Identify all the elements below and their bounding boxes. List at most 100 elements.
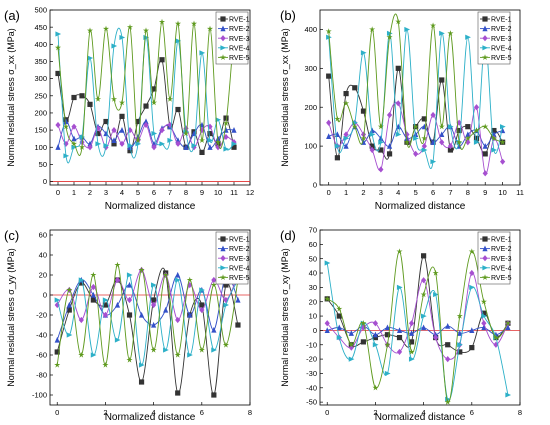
data-point-rve-3 — [439, 139, 445, 146]
data-point-rve-2 — [386, 143, 393, 149]
data-point-rve-1 — [445, 342, 451, 348]
data-point-rve-4 — [430, 159, 437, 165]
data-point-rve-5 — [395, 18, 402, 25]
data-point-rve-4 — [207, 137, 214, 143]
data-point-rve-1 — [223, 115, 229, 121]
data-point-rve-5 — [351, 123, 358, 130]
legend-marker — [481, 54, 489, 60]
data-point-rve-4 — [90, 352, 97, 358]
data-point-rve-4 — [408, 356, 415, 362]
data-point-rve-5 — [86, 27, 94, 34]
data-point-rve-1 — [231, 144, 237, 150]
data-point-rve-2 — [457, 330, 463, 336]
data-point-rve-4 — [334, 143, 341, 149]
data-point-rve-4 — [348, 356, 355, 362]
y-tick-label: 70 — [309, 226, 317, 235]
y-tick-label: 200 — [304, 103, 317, 112]
data-point-rve-4 — [126, 272, 133, 278]
series-line-rve-3 — [56, 269, 239, 321]
legend-marker — [219, 54, 227, 60]
data-point-rve-5 — [456, 312, 463, 319]
data-point-rve-1 — [396, 334, 403, 341]
data-point-rve-4 — [199, 50, 206, 56]
data-point-rve-5 — [504, 320, 511, 326]
data-point-rve-5 — [118, 99, 126, 106]
data-point-rve-4 — [469, 284, 475, 290]
data-point-rve-4 — [372, 342, 379, 348]
x-tick-label: 4 — [422, 408, 426, 417]
x-axis-label: Normalized distance — [105, 412, 196, 423]
data-point-rve-1 — [223, 282, 229, 288]
data-point-rve-2 — [119, 126, 125, 133]
data-point-rve-4 — [191, 142, 198, 149]
data-point-rve-4 — [433, 291, 439, 298]
data-point-rve-2 — [439, 131, 445, 138]
data-point-rve-2 — [326, 133, 332, 139]
legend-entry-rve-5: RVE-5 — [229, 275, 250, 282]
data-point-rve-1 — [360, 339, 366, 345]
series-line-rve-4 — [56, 274, 239, 366]
data-point-rve-5 — [343, 100, 350, 106]
legend-entry-rve-4: RVE-4 — [491, 45, 512, 52]
data-point-rve-4 — [167, 137, 174, 143]
y-tick-label: -20 — [306, 355, 317, 364]
data-point-rve-1 — [384, 332, 391, 338]
data-point-rve-5 — [90, 271, 97, 278]
data-point-rve-5 — [114, 261, 121, 268]
series-line-rve-3 — [326, 272, 509, 360]
data-point-rve-3 — [421, 143, 427, 150]
data-point-rve-5 — [66, 286, 73, 293]
data-point-rve-5 — [492, 334, 499, 341]
data-point-rve-3 — [127, 126, 133, 134]
legend-marker — [220, 45, 227, 51]
legend-entry-rve-2: RVE-2 — [229, 26, 250, 33]
y-tick-label: -100 — [32, 391, 47, 400]
data-point-rve-4 — [324, 260, 331, 266]
data-point-rve-2 — [433, 331, 439, 338]
y-axis-label: Normal residual stress σ_xx (MPa) — [280, 28, 290, 167]
panel-label: (d) — [280, 228, 296, 243]
data-point-rve-3 — [223, 133, 229, 141]
legend: RVE-1 RVE-2 RVE-3 RVE-4 RVE-5 — [215, 11, 250, 65]
data-point-rve-3 — [159, 126, 165, 134]
data-point-rve-1 — [439, 77, 445, 83]
data-point-rve-1 — [151, 86, 157, 92]
data-point-rve-5 — [430, 22, 437, 29]
data-point-rve-1 — [159, 57, 165, 63]
data-point-rve-1 — [378, 147, 384, 153]
data-point-rve-5 — [174, 20, 182, 27]
data-point-rve-2 — [372, 331, 379, 338]
data-point-rve-1 — [119, 113, 125, 119]
data-point-rve-4 — [135, 141, 142, 147]
legend-marker — [220, 265, 227, 271]
x-tick-label: 0 — [55, 408, 59, 417]
data-point-rve-1 — [95, 130, 101, 137]
data-point-rve-1 — [78, 280, 84, 286]
legend-entry-rve-4: RVE-4 — [229, 265, 250, 272]
panel-label: (b) — [280, 8, 296, 23]
x-tick-label: 6 — [200, 408, 204, 417]
data-point-rve-2 — [175, 271, 181, 278]
data-point-rve-4 — [505, 392, 512, 398]
data-point-rve-1 — [491, 127, 497, 134]
data-point-rve-1 — [456, 127, 462, 134]
y-tick-label: 50 — [309, 254, 317, 263]
data-point-rve-5 — [482, 123, 489, 130]
series-line-rve-5 — [326, 251, 509, 403]
legend-entry-rve-1: RVE-1 — [229, 17, 250, 24]
legend-entry-rve-3: RVE-3 — [229, 36, 250, 43]
data-point-rve-5 — [360, 320, 367, 326]
legend-marker — [482, 35, 488, 42]
data-point-rve-2 — [408, 330, 415, 336]
data-point-rve-1 — [127, 148, 133, 154]
data-point-rve-5 — [78, 144, 86, 150]
data-point-rve-4 — [114, 337, 121, 343]
data-point-rve-1 — [343, 91, 349, 97]
data-point-rve-1 — [135, 118, 141, 125]
x-tick-label: 10 — [498, 188, 506, 197]
data-point-rve-4 — [95, 141, 102, 147]
data-point-rve-5 — [102, 361, 109, 368]
data-point-rve-5 — [348, 341, 355, 348]
series-layer — [54, 261, 242, 398]
